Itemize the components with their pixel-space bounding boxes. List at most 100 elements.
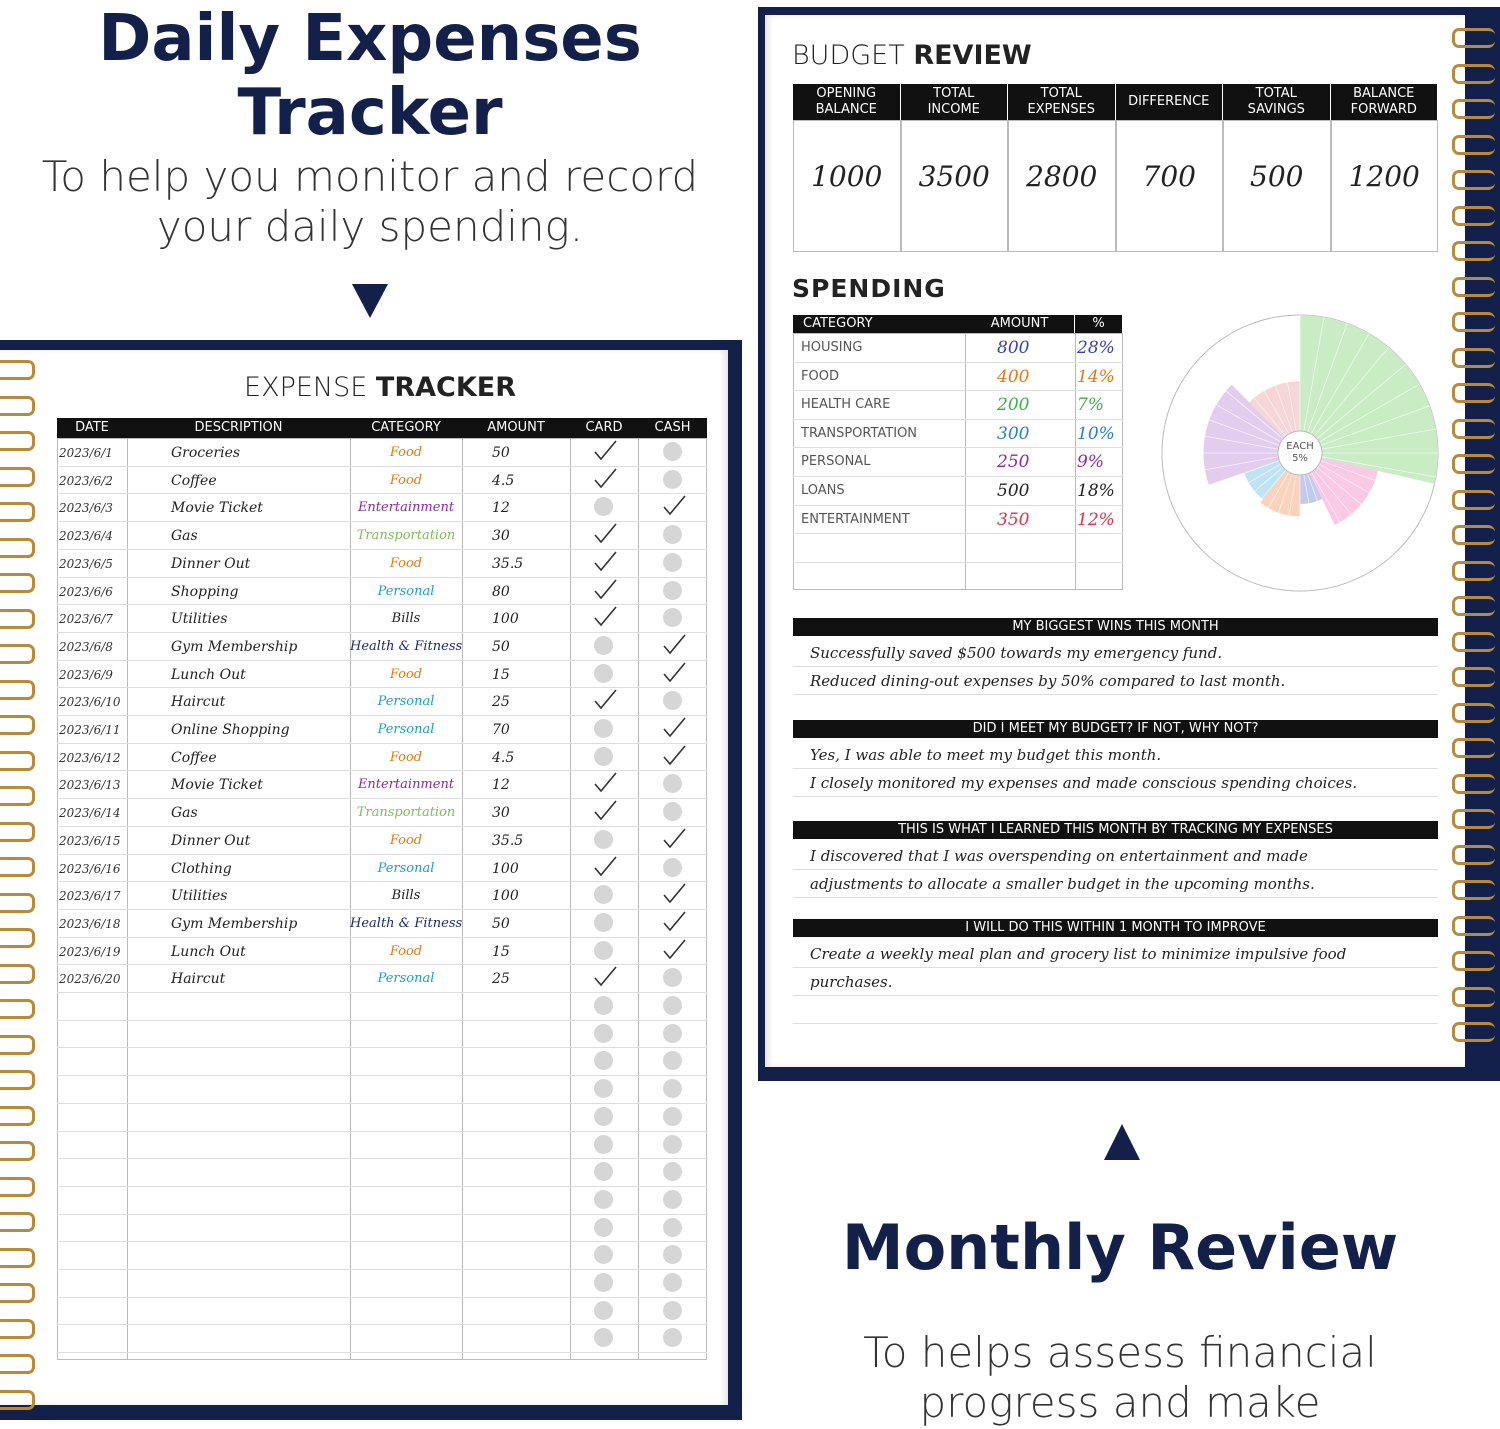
check-mark [662, 828, 686, 849]
expense-description: Groceries [171, 445, 241, 461]
column-line [127, 438, 128, 1360]
spending-percent: 18% [1077, 481, 1115, 501]
spiral-ring [0, 963, 35, 984]
chart-spoke [1194, 466, 1284, 543]
budget-cell [793, 120, 901, 252]
spiral-ring [0, 999, 35, 1019]
spending-wedge [1244, 460, 1287, 500]
left-subtitle: To help you monitor and record your dail… [41, 152, 699, 251]
spending-category: FOOD [801, 368, 839, 384]
budget-header: TOTAL INCOME [900, 84, 1007, 120]
check-stroke [662, 828, 686, 849]
expense-category: Personal [377, 583, 435, 599]
section-line: I discovered that I was overspending on … [810, 847, 1308, 865]
check-stroke [662, 939, 686, 959]
spiral-ring [0, 1176, 35, 1197]
center-label: EACH [1286, 441, 1314, 452]
check-mark [662, 883, 686, 904]
spiral-ring [1452, 631, 1495, 652]
check-stroke [594, 966, 617, 987]
spiral-ring [1452, 809, 1495, 829]
tracker-header: CATEGORY [350, 418, 462, 438]
section-heading: MY BIGGEST WINS THIS MONTH [793, 618, 1438, 636]
expense-category: Personal [377, 694, 435, 710]
section-line: Reduced dining-out expenses by 50% compa… [810, 672, 1286, 690]
chart-spoke [1307, 473, 1348, 583]
chart-spoke [1320, 460, 1430, 501]
spiral-ring [1452, 170, 1495, 190]
expense-description: Dinner Out [171, 832, 251, 849]
spiral-ring [0, 1354, 35, 1374]
empty-circle [662, 1134, 682, 1154]
section-heading: I WILL DO THIS WITHIN 1 MONTH TO IMPROVE [793, 919, 1438, 937]
expense-description: Dinner Out [171, 555, 251, 572]
row-rule [793, 390, 1123, 392]
row-rule [57, 604, 707, 606]
row-rule [57, 853, 707, 855]
expense-description: Gas [171, 805, 198, 822]
empty-circle [594, 1217, 613, 1237]
expense-amount: 30 [492, 805, 510, 822]
section-heading: THIS IS WHAT I LEARNED THIS MONTH BY TRA… [793, 821, 1438, 839]
check-mark [594, 966, 617, 987]
tracker-header: DESCRIPTION [127, 418, 350, 438]
right-subtitle: To helps assess financial progress and m… [863, 1328, 1377, 1429]
row-rule [793, 533, 1123, 535]
row-rule [793, 561, 1123, 563]
expense-date: 2023/6/2 [59, 473, 113, 488]
chart-spoke [1230, 333, 1290, 435]
spending-percent: 10% [1077, 423, 1115, 444]
expense-date: 2023/6/15 [59, 833, 121, 848]
row-rule [57, 1269, 707, 1270]
chart-spoke [1210, 347, 1287, 437]
spiral-ring [0, 608, 35, 629]
chart-spoke [1194, 363, 1284, 440]
check-mark [662, 717, 686, 738]
expense-date: 2023/6/18 [59, 916, 121, 931]
right-title: Monthly Review [841, 1211, 1399, 1284]
spending-percent: 7% [1077, 395, 1104, 416]
spiral-ring [0, 1318, 35, 1339]
empty-circle [662, 802, 682, 822]
expense-category: Food [389, 666, 423, 682]
expense-date: 2023/6/13 [59, 778, 121, 793]
row-rule [57, 1075, 707, 1077]
spiral-ring [1452, 667, 1495, 687]
chart-spoke [1318, 383, 1420, 443]
spiral-ring [1452, 525, 1495, 545]
spiral-ring [0, 1389, 35, 1410]
spiral-ring [1452, 915, 1495, 936]
ruled-line [793, 869, 1438, 870]
budget-value: 500 [1250, 160, 1304, 193]
empty-circle [594, 1023, 613, 1043]
empty-circle [662, 580, 682, 600]
empty-circle [662, 525, 682, 545]
empty-circle [594, 1134, 613, 1154]
empty-circle [594, 1079, 613, 1099]
spiral-ring [1452, 951, 1495, 971]
expense-category: Food [389, 749, 423, 765]
expense-description: Lunch Out [171, 666, 246, 683]
column-line [462, 438, 463, 1360]
check-stroke [662, 634, 686, 655]
spiral-ring [1452, 560, 1495, 581]
expense-amount: 35.5 [492, 555, 524, 572]
ruled-line [793, 1023, 1438, 1024]
spending-amount: 500 [997, 481, 1030, 501]
row-rule [57, 1185, 707, 1187]
ruled-line [793, 995, 1438, 996]
budget-header: DIFFERENCE [1115, 84, 1222, 120]
check-mark [594, 800, 617, 821]
expense-category: Bills [391, 611, 421, 627]
expense-category: Food [389, 943, 423, 959]
column-line [570, 438, 571, 1360]
expense-date: 2023/6/9 [59, 667, 113, 682]
expense-date: 2023/6/5 [59, 556, 113, 571]
spending-header: AMOUNT [965, 315, 1074, 333]
expense-amount: 30 [492, 528, 510, 545]
budget-cell [1330, 120, 1438, 252]
column-line [638, 438, 639, 1360]
budget-value: 700 [1142, 160, 1196, 193]
row-rule [57, 465, 707, 467]
chart-spoke [1252, 323, 1293, 433]
